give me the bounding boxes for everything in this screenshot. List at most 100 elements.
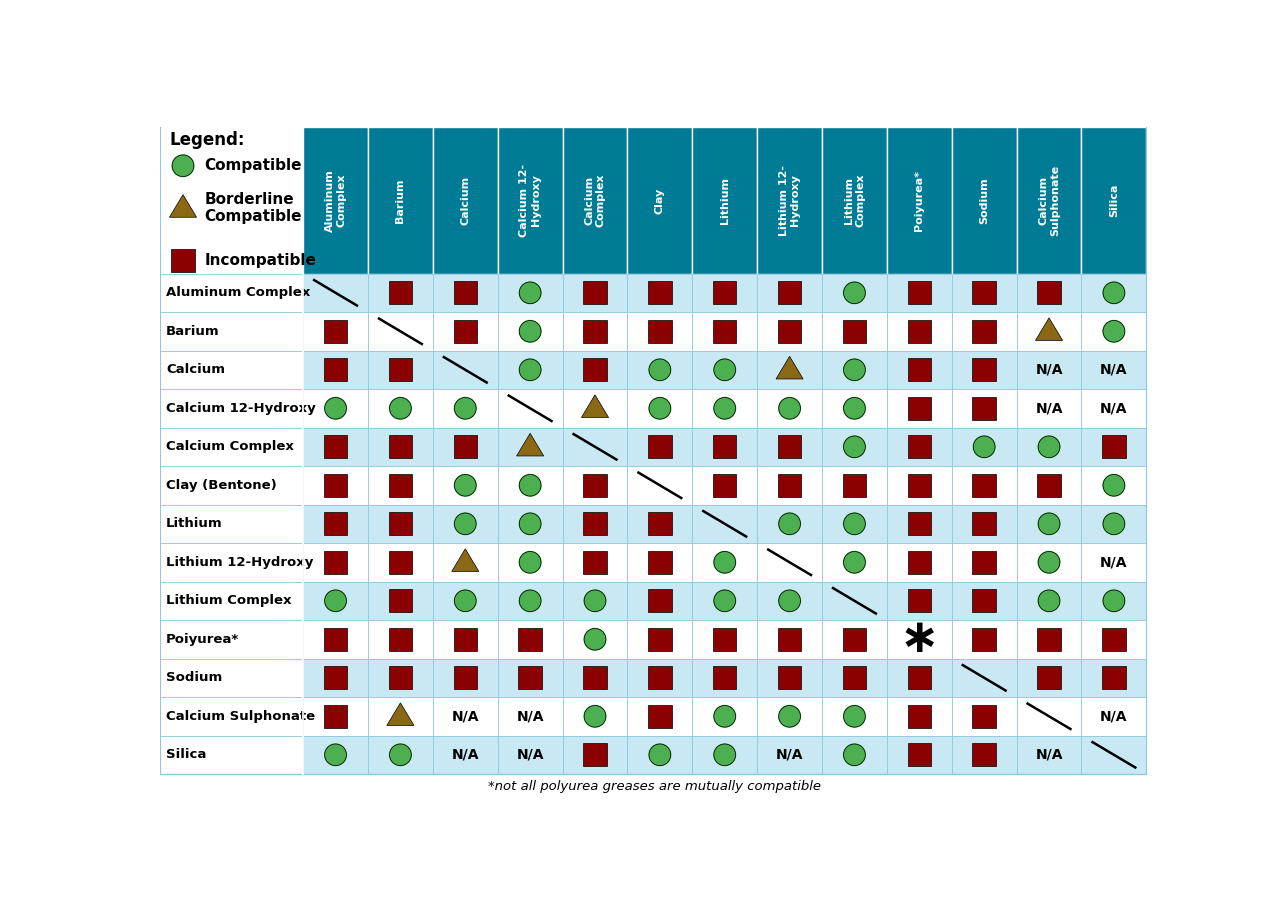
- Bar: [160, 274, 303, 312]
- Circle shape: [584, 628, 606, 650]
- Text: Lithium 12-
Hydroxy: Lithium 12- Hydroxy: [778, 165, 800, 236]
- Bar: [757, 659, 822, 697]
- Bar: [323, 705, 348, 728]
- Bar: [1016, 543, 1081, 581]
- Bar: [1081, 620, 1146, 659]
- Text: N/A: N/A: [1100, 363, 1127, 377]
- Circle shape: [519, 513, 541, 535]
- Text: Lithium
Complex: Lithium Complex: [843, 174, 865, 227]
- Bar: [1016, 350, 1081, 389]
- Bar: [171, 248, 194, 272]
- Text: N/A: N/A: [1035, 363, 1063, 377]
- Text: Incompatible: Incompatible: [204, 253, 317, 268]
- Bar: [648, 705, 671, 728]
- Circle shape: [843, 513, 865, 535]
- Circle shape: [584, 590, 606, 612]
- Bar: [389, 590, 412, 612]
- Bar: [952, 350, 1016, 389]
- Bar: [757, 543, 822, 581]
- Bar: [389, 551, 412, 574]
- Bar: [952, 620, 1016, 659]
- Bar: [1038, 281, 1061, 304]
- Bar: [648, 281, 671, 304]
- Text: Lithium 12-Hydroxy: Lithium 12-Hydroxy: [166, 556, 313, 569]
- Bar: [973, 281, 996, 304]
- Bar: [1016, 620, 1081, 659]
- Bar: [562, 350, 627, 389]
- Bar: [757, 735, 822, 774]
- Bar: [454, 627, 477, 651]
- Bar: [368, 581, 433, 620]
- Circle shape: [325, 590, 346, 612]
- Polygon shape: [581, 395, 608, 418]
- Bar: [1016, 274, 1081, 312]
- Circle shape: [843, 398, 865, 419]
- Text: Calcium 12-Hydroxy: Calcium 12-Hydroxy: [166, 401, 316, 415]
- Bar: [627, 389, 693, 428]
- Bar: [389, 666, 412, 689]
- Circle shape: [714, 590, 736, 612]
- Bar: [973, 358, 996, 382]
- Bar: [822, 620, 887, 659]
- Bar: [583, 743, 607, 767]
- Text: Aluminum Complex: Aluminum Complex: [166, 286, 311, 300]
- Bar: [887, 312, 952, 351]
- Bar: [368, 274, 433, 312]
- Bar: [323, 473, 348, 497]
- Bar: [693, 312, 757, 351]
- Bar: [389, 512, 412, 535]
- Text: N/A: N/A: [1035, 401, 1063, 415]
- Bar: [907, 590, 932, 612]
- Bar: [887, 659, 952, 697]
- Bar: [822, 389, 887, 428]
- Bar: [627, 350, 693, 389]
- Bar: [822, 543, 887, 581]
- Text: Calcium: Calcium: [166, 364, 225, 376]
- Bar: [1081, 350, 1146, 389]
- Bar: [160, 620, 303, 659]
- Bar: [973, 473, 996, 497]
- Circle shape: [714, 552, 736, 573]
- Bar: [562, 581, 627, 620]
- Bar: [1081, 274, 1146, 312]
- Bar: [627, 312, 693, 351]
- Circle shape: [974, 436, 996, 457]
- Circle shape: [1103, 474, 1125, 496]
- Text: N/A: N/A: [1100, 555, 1127, 570]
- Bar: [1102, 627, 1126, 651]
- Bar: [713, 627, 736, 651]
- Bar: [323, 627, 348, 651]
- Bar: [907, 743, 932, 767]
- Bar: [627, 466, 693, 505]
- Bar: [160, 659, 303, 697]
- Bar: [1081, 127, 1146, 274]
- Circle shape: [714, 359, 736, 381]
- Bar: [907, 666, 932, 689]
- Bar: [907, 705, 932, 728]
- Circle shape: [519, 359, 541, 381]
- Bar: [583, 320, 607, 343]
- Bar: [454, 436, 477, 458]
- Bar: [627, 735, 693, 774]
- Bar: [842, 627, 866, 651]
- Bar: [1102, 436, 1126, 458]
- Bar: [160, 466, 303, 505]
- Bar: [497, 274, 562, 312]
- Bar: [757, 312, 822, 351]
- Bar: [1081, 697, 1146, 735]
- Bar: [757, 428, 822, 466]
- Bar: [627, 428, 693, 466]
- Text: Sodium: Sodium: [166, 671, 222, 684]
- Bar: [778, 436, 801, 458]
- Bar: [627, 659, 693, 697]
- Bar: [562, 274, 627, 312]
- Bar: [303, 428, 368, 466]
- Polygon shape: [776, 356, 803, 379]
- Bar: [822, 735, 887, 774]
- Bar: [693, 505, 757, 543]
- Bar: [160, 543, 303, 581]
- Polygon shape: [516, 433, 543, 456]
- Circle shape: [519, 590, 541, 612]
- Text: N/A: N/A: [1035, 748, 1063, 761]
- Circle shape: [1103, 320, 1125, 342]
